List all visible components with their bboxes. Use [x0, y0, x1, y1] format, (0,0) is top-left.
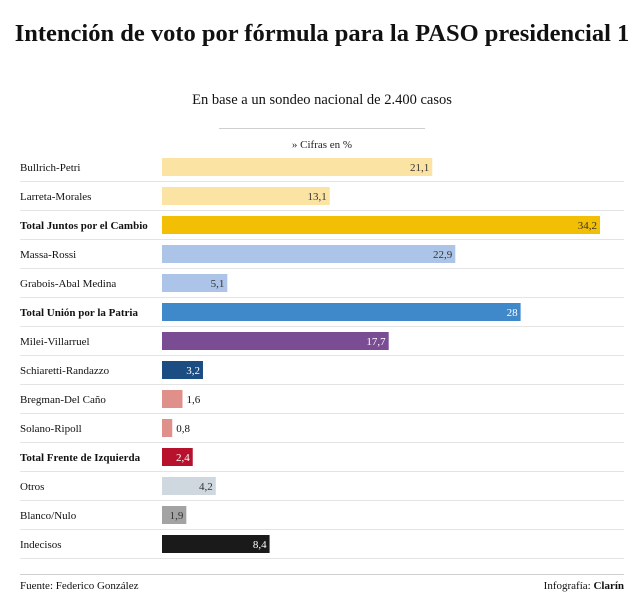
category-label: Schiaretti-Randazzo [20, 365, 110, 377]
category-label: Blanco/Nulo [20, 510, 77, 522]
bar [162, 477, 216, 495]
value-label: 2,4 [176, 452, 190, 464]
chart-subtitle: En base a un sondeo nacional de 2.400 ca… [192, 92, 452, 108]
title-divider [219, 128, 425, 129]
footer-divider [20, 574, 624, 575]
value-label: 28 [507, 307, 519, 319]
bar [162, 187, 330, 205]
category-label: Grabois-Abal Medina [20, 278, 116, 290]
value-label: 17,7 [366, 336, 386, 348]
category-label: Bregman-Del Caño [20, 394, 106, 406]
bar [162, 216, 600, 234]
value-label: 34,2 [578, 220, 597, 232]
value-label: 22,9 [433, 249, 453, 261]
value-label: 4,2 [199, 481, 213, 493]
category-label: Total Unión por la Patria [20, 307, 138, 319]
bar [162, 361, 203, 379]
value-label: 3,2 [186, 365, 200, 377]
bar [162, 332, 389, 350]
category-label: Solano-Ripoll [20, 423, 82, 435]
value-label: 21,1 [410, 162, 429, 174]
bar [162, 448, 193, 466]
value-label: 1,6 [186, 394, 200, 406]
bar [162, 506, 187, 524]
bar [162, 303, 521, 321]
bar [162, 390, 183, 408]
category-label: Total Frente de Izquierda [20, 452, 141, 464]
value-label: 13,1 [308, 191, 327, 203]
bar [162, 419, 173, 437]
bar-chart: Bullrich-Petri 21,1 Larreta-Morales 13,1 Tot… [20, 158, 624, 559]
category-label: Otros [20, 481, 44, 493]
bar [162, 535, 270, 553]
credit-note: Infografía: Clarín [544, 580, 624, 593]
category-label: Milei-Villarruel [20, 336, 90, 348]
value-label: 0,8 [176, 423, 190, 435]
bar [162, 245, 456, 263]
value-label: 8,4 [253, 539, 267, 551]
category-label: Indecisos [20, 539, 62, 551]
source-note: Fuente: Federico González [20, 580, 139, 592]
credit-brand: Clarín [593, 580, 624, 592]
category-label: Bullrich-Petri [20, 162, 81, 174]
bar [162, 274, 228, 292]
unit-note: » Cifras en % [291, 139, 353, 151]
value-label: 1,9 [170, 510, 184, 522]
category-label: Larreta-Morales [20, 191, 91, 203]
value-label: 5,1 [211, 278, 225, 290]
chart-title: Intención de voto por fórmula para la PA… [14, 20, 630, 47]
category-label: Total Juntos por el Cambio [20, 220, 148, 232]
credit-prefix: Infografía: [543, 580, 591, 592]
category-label: Massa-Rossi [20, 249, 76, 261]
bar [162, 158, 433, 176]
